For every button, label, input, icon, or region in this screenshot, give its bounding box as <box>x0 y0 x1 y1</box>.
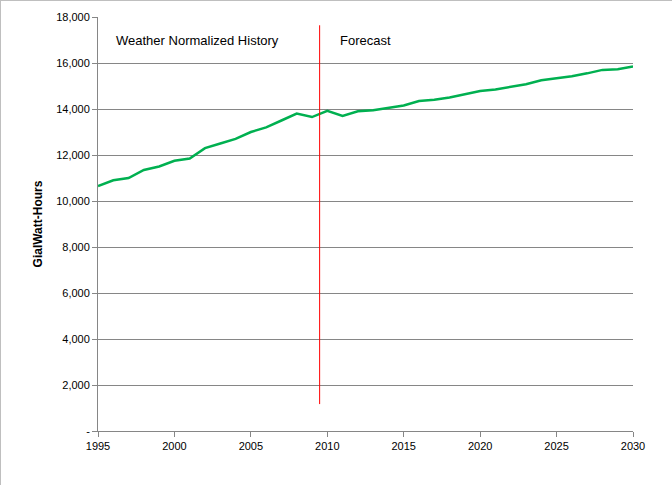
svg-text:4,000: 4,000 <box>62 333 90 345</box>
svg-text:12,000: 12,000 <box>56 149 90 161</box>
svg-text:2025: 2025 <box>544 440 568 452</box>
svg-text:-: - <box>86 425 90 437</box>
svg-text:2,000: 2,000 <box>62 379 90 391</box>
svg-text:GialWatt-Hours: GialWatt-Hours <box>31 180 45 267</box>
svg-text:2020: 2020 <box>468 440 492 452</box>
svg-text:2015: 2015 <box>391 440 415 452</box>
svg-text:18,000: 18,000 <box>56 11 90 23</box>
svg-text:10,000: 10,000 <box>56 195 90 207</box>
svg-text:6,000: 6,000 <box>62 287 90 299</box>
svg-text:16,000: 16,000 <box>56 57 90 69</box>
svg-text:Weather Normalized History: Weather Normalized History <box>116 33 279 48</box>
svg-text:2010: 2010 <box>315 440 339 452</box>
svg-text:2005: 2005 <box>239 440 263 452</box>
svg-text:14,000: 14,000 <box>56 103 90 115</box>
svg-text:2000: 2000 <box>162 440 186 452</box>
svg-text:8,000: 8,000 <box>62 241 90 253</box>
svg-text:Forecast: Forecast <box>340 33 391 48</box>
svg-text:2030: 2030 <box>621 440 645 452</box>
svg-text:1995: 1995 <box>86 440 110 452</box>
